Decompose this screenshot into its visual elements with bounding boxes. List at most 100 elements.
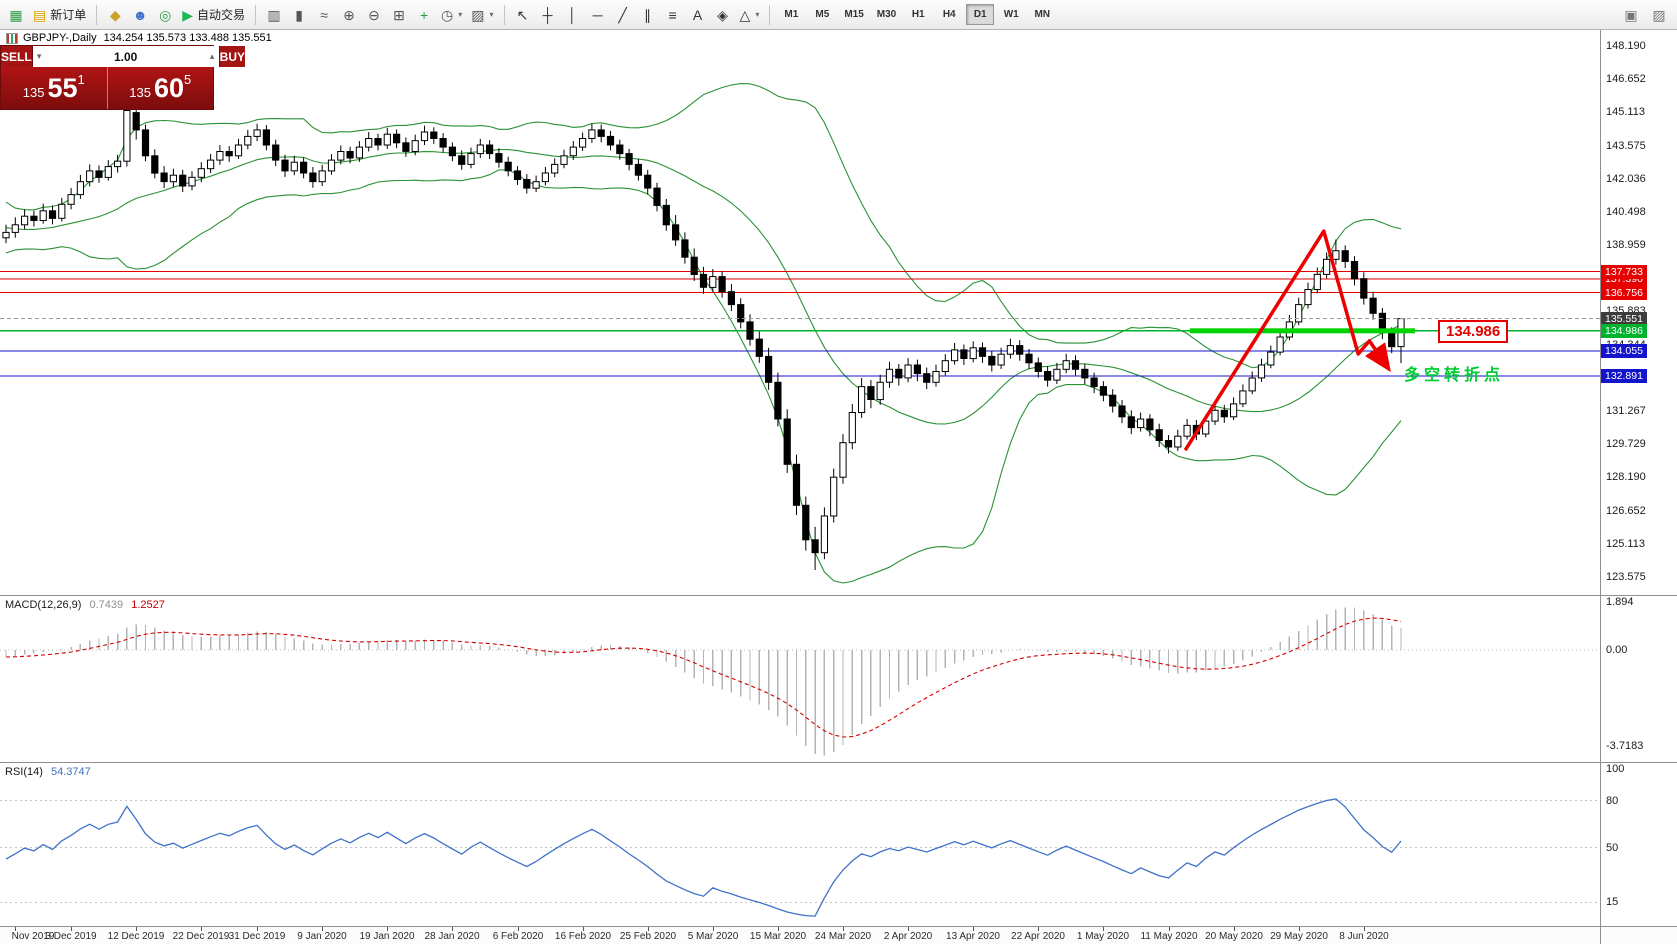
crosshair-button[interactable]: ┼ (536, 3, 560, 27)
channel-icon: ∥ (644, 6, 652, 23)
trendline-tool-button[interactable]: ╱ (611, 3, 635, 27)
date-label: 5 Mar 2020 (687, 931, 739, 942)
zoom-out-button[interactable]: ⊖ (362, 3, 386, 27)
price-marker: 137.733 (1601, 265, 1647, 279)
volume-decrease-icon[interactable] (33, 51, 46, 62)
buy-price-main: 60 (153, 72, 184, 103)
price-axis-label: 126.652 (1606, 505, 1646, 517)
timeframe-w1-button[interactable]: W1 (1003, 9, 1019, 20)
line-chart-button[interactable]: ≈ (312, 3, 336, 27)
bar-chart-button[interactable]: ▥ (262, 3, 286, 27)
pane-divider (0, 926, 1677, 927)
chart-list-button[interactable]: ▨ (1647, 3, 1671, 27)
data-window-button[interactable]: ◎ (153, 3, 177, 27)
timeframe-mn-button[interactable]: MN (1034, 9, 1051, 20)
cursor-button[interactable]: ↖ (511, 3, 535, 27)
horizontal-line-button[interactable]: ─ (586, 3, 610, 27)
candlestick-chart-button[interactable]: ▮ (287, 3, 311, 27)
buy-price-base: 135 (129, 84, 151, 100)
pane-divider[interactable] (0, 762, 1677, 763)
price-marker: 135.551 (1601, 312, 1647, 326)
templates-icon: ▨ (471, 6, 485, 23)
shapes-button[interactable]: △ ▾ (736, 3, 764, 27)
sell-price-main: 55 (47, 72, 78, 103)
date-tick (778, 927, 779, 931)
turning-point-note[interactable]: 多空转折点 (1404, 367, 1505, 384)
date-tick (257, 927, 258, 931)
macd-axis[interactable]: 1.894 0.00 -3.7183 (1600, 596, 1677, 762)
zoom-in-icon: ⊕ (343, 6, 355, 23)
timeframe-m1-button[interactable]: M1 (784, 9, 799, 20)
new-order-label: 新订单 (50, 8, 87, 22)
macd-canvas[interactable] (0, 596, 1600, 762)
chart-window-icon: ▣ (1624, 7, 1638, 23)
chart-window-button[interactable]: ▣ (1619, 3, 1643, 27)
chart-ohlc-values: 134.254 135.573 133.488 135.551 (103, 32, 272, 44)
main-chart-pane[interactable]: GBPJPY-,Daily 134.254 135.573 133.488 13… (0, 30, 1677, 595)
vertical-line-button[interactable]: │ (561, 3, 585, 27)
label-tool-button[interactable]: ◈ (711, 3, 735, 27)
timeframe-m15-button[interactable]: M15 (844, 9, 864, 20)
new-order-icon: ▤ (33, 6, 47, 23)
price-marker: 132.891 (1601, 369, 1647, 383)
shapes-icon: △ (739, 6, 751, 23)
date-label: 11 May 2020 (1140, 931, 1198, 942)
date-label: 3 Dec 2019 (45, 931, 97, 942)
market-watch-button[interactable]: ◆ (103, 3, 127, 27)
price-chart-canvas[interactable] (0, 30, 1600, 595)
tile-windows-button[interactable]: ⊞ (387, 3, 411, 27)
channel-button[interactable]: ∥ (636, 3, 660, 27)
toolbar-separator (503, 4, 505, 25)
horizontal-line-icon: ─ (592, 6, 603, 23)
profiles-button[interactable]: ☻ (128, 3, 152, 27)
buy-price[interactable]: 135 60 5 (108, 67, 214, 109)
price-axis-label: 131.267 (1606, 405, 1646, 417)
timeframe-m5-button[interactable]: M5 (815, 9, 830, 20)
shapes-dropdown-icon: ▾ (755, 10, 760, 19)
fibonacci-button[interactable]: ≡ (661, 3, 685, 27)
rsi-value: 54.3747 (50, 766, 91, 778)
buy-button[interactable]: BUY (219, 46, 246, 67)
chart-icon (6, 32, 18, 44)
rsi-pane[interactable]: RSI(14) 54.3747 100 80 50 15 (0, 763, 1677, 926)
sell-price[interactable]: 135 55 1 (1, 67, 107, 109)
macd-pane[interactable]: MACD(12,26,9) 0.7439 1.2527 1.894 0.00 -3.… (0, 596, 1677, 762)
date-label: 20 May 2020 (1205, 931, 1263, 942)
price-callout[interactable]: 134.986 (1438, 320, 1509, 343)
candlestick-chart-icon: ▮ (295, 6, 303, 23)
rsi-canvas[interactable] (0, 763, 1600, 926)
templates-button[interactable]: ▨ ▾ (467, 3, 497, 27)
indicators-button[interactable]: + (412, 3, 436, 27)
price-marker: 134.055 (1601, 344, 1647, 358)
timeframe-m30-button[interactable]: M30 (876, 9, 897, 20)
pane-divider[interactable] (0, 595, 1677, 596)
macd-main-value: 0.7439 (89, 599, 124, 611)
rsi-axis-label: 100 (1606, 763, 1625, 775)
macd-axis-label: 1.894 (1606, 596, 1634, 608)
new-order-button[interactable]: ▤ 新订单 (29, 3, 90, 27)
volume-input[interactable] (45, 49, 206, 64)
volume-increase-icon[interactable] (206, 51, 219, 62)
text-tool-button[interactable]: A (686, 3, 710, 27)
rsi-label: RSI(14) 54.3747 (5, 766, 91, 778)
date-label: 24 Mar 2020 (814, 931, 872, 942)
price-axis[interactable]: 148.190 146.652 145.113 143.575 142.036 140.4… (1600, 30, 1677, 595)
periods-icon: ◷ (441, 6, 454, 23)
price-axis-label: 142.036 (1606, 173, 1646, 185)
rsi-axis[interactable]: 100 80 50 15 (1600, 763, 1677, 926)
indicators-icon: + (419, 6, 429, 23)
rsi-axis-label: 80 (1606, 795, 1619, 807)
zoom-in-button[interactable]: ⊕ (337, 3, 361, 27)
timeframe-h4-button[interactable]: H4 (942, 9, 956, 20)
new-chart-button[interactable]: ▦ (4, 3, 28, 27)
cursor-icon: ↖ (516, 6, 529, 23)
autotrading-button[interactable]: ▶ 自动交易 (178, 3, 249, 27)
time-axis[interactable]: Nov 2019 3 Dec 2019 12 Dec 2019 22 Dec 2019… (0, 927, 1677, 944)
periods-button[interactable]: ◷ ▾ (437, 3, 466, 27)
rsi-name: RSI(14) (5, 766, 43, 778)
timeframe-d1-button[interactable]: D1 (966, 4, 995, 25)
timeframe-h1-button[interactable]: H1 (911, 9, 925, 20)
sell-button[interactable]: SELL (1, 46, 32, 67)
chart-title: GBPJPY-,Daily 134.254 135.573 133.488 13… (6, 32, 272, 44)
